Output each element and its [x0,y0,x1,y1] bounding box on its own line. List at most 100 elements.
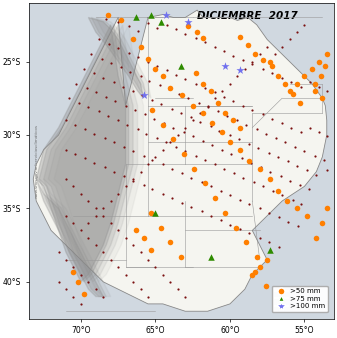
Point [150,187,155,192]
Point [135,54,140,60]
Point [153,154,158,160]
Point [111,169,116,174]
Point [138,250,143,255]
Point [81,291,87,296]
Point [223,63,228,69]
Point [89,51,94,57]
Point [116,19,121,25]
Point [145,56,151,61]
Point [215,100,221,105]
Point [227,81,233,86]
Point [279,44,285,50]
Point [135,126,140,132]
Point [247,141,252,146]
Point [251,179,256,185]
Point [93,242,98,248]
Point [63,287,69,292]
Point [183,148,188,154]
Point [324,168,330,173]
Polygon shape [44,25,133,282]
Point [71,269,76,274]
Point [314,235,319,241]
Point [169,195,175,201]
Point [272,51,277,57]
Point [71,264,76,270]
Point [258,165,264,170]
Point [208,184,213,189]
Point [241,57,246,63]
Point [141,93,146,98]
Point [93,90,98,95]
Point [66,96,72,101]
Text: www.smn.gov.ar/serviciosclimáticos: www.smn.gov.ar/serviciosclimáticos [34,124,38,198]
Point [285,159,291,164]
Point [157,82,162,88]
Point [221,94,227,99]
Point [268,176,273,182]
Point [169,106,175,111]
Point [141,235,146,241]
Point [141,182,146,188]
Point [74,81,79,86]
Point [296,223,301,229]
Point [276,215,282,220]
Point [190,134,195,139]
Point [273,135,279,141]
Point [86,220,91,226]
Point [153,210,158,216]
Point [201,81,206,86]
Point [93,213,98,218]
Point [263,131,268,136]
Point [279,75,285,80]
Point [147,78,152,83]
Point [178,63,183,69]
Point [252,269,258,274]
Point [263,284,268,289]
Point [260,66,266,72]
Point [238,68,243,73]
Point [121,144,127,149]
Point [299,201,304,207]
Point [257,51,263,57]
Point [308,79,313,85]
Point [220,129,225,135]
Point [193,71,198,76]
Point [217,128,222,133]
Point [199,209,204,214]
Point [171,137,176,142]
Point [121,173,127,179]
Point [260,57,266,63]
Point [183,294,188,299]
Point [190,103,195,108]
Point [86,198,91,204]
Point [183,31,188,36]
Point [150,157,155,163]
Point [159,225,164,230]
Point [92,71,97,76]
Point [145,294,151,299]
Text: DICIEMBRE  2017: DICIEMBRE 2017 [197,11,298,21]
Point [142,112,148,117]
Point [93,287,98,292]
Point [163,12,168,17]
Point [144,131,149,136]
Point [145,162,151,167]
Point [266,240,271,245]
Point [215,109,221,114]
Point [242,66,247,72]
Point [212,90,218,95]
Point [78,191,84,196]
Point [148,12,154,17]
Point [130,178,136,183]
Point [302,148,307,154]
Point [151,116,157,122]
Point [108,60,114,66]
Point [123,103,128,108]
Point [180,93,185,98]
Point [288,79,294,85]
Point [185,96,191,101]
Point [71,184,76,189]
Point [229,151,234,157]
Point [119,18,124,23]
Polygon shape [44,179,111,296]
